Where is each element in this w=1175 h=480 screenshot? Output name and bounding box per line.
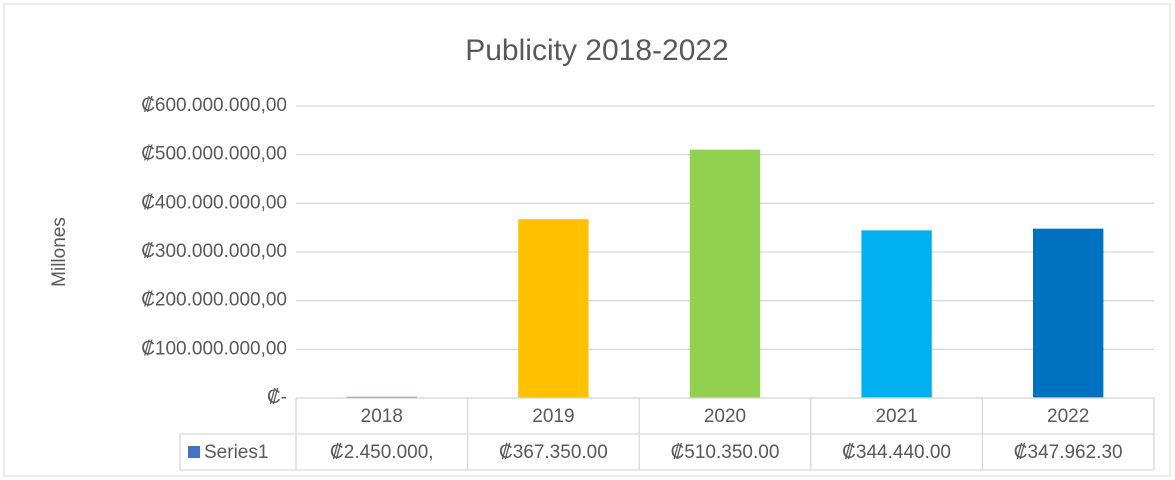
y-tick-label: ₡200.000.000,00: [141, 290, 287, 311]
legend-label: Series1: [204, 442, 268, 463]
x-tick-label: 2021: [875, 406, 917, 427]
table-value: ₡347.962.30: [1014, 442, 1123, 463]
table-value: ₡510.350.00: [671, 442, 780, 463]
y-tick-label: ₡600.000.000,00: [141, 95, 287, 116]
bar: [1033, 228, 1104, 398]
y-axis-label: Millones: [49, 217, 70, 287]
x-tick-label: 2019: [532, 406, 574, 427]
bar: [518, 219, 589, 398]
table-value: ₡367.350.00: [499, 442, 608, 463]
y-tick-label: ₡100.000.000,00: [141, 338, 287, 359]
y-tick-label: ₡300.000.000,00: [141, 241, 287, 262]
bar: [689, 149, 761, 398]
table-value: ₡2.450.000,: [330, 442, 434, 463]
x-tick-label: 2018: [361, 406, 403, 427]
chart-title: Publicity 2018-2022: [465, 34, 729, 67]
table-value: ₡344.440.00: [842, 442, 951, 463]
legend-marker: [188, 446, 200, 458]
y-tick-label: ₡-: [267, 387, 287, 408]
x-tick-label: 2022: [1047, 406, 1089, 427]
y-tick-label: ₡400.000.000,00: [141, 192, 287, 213]
x-tick-label: 2020: [704, 406, 746, 427]
y-tick-label: ₡500.000.000,00: [141, 144, 287, 165]
bar: [861, 230, 932, 398]
